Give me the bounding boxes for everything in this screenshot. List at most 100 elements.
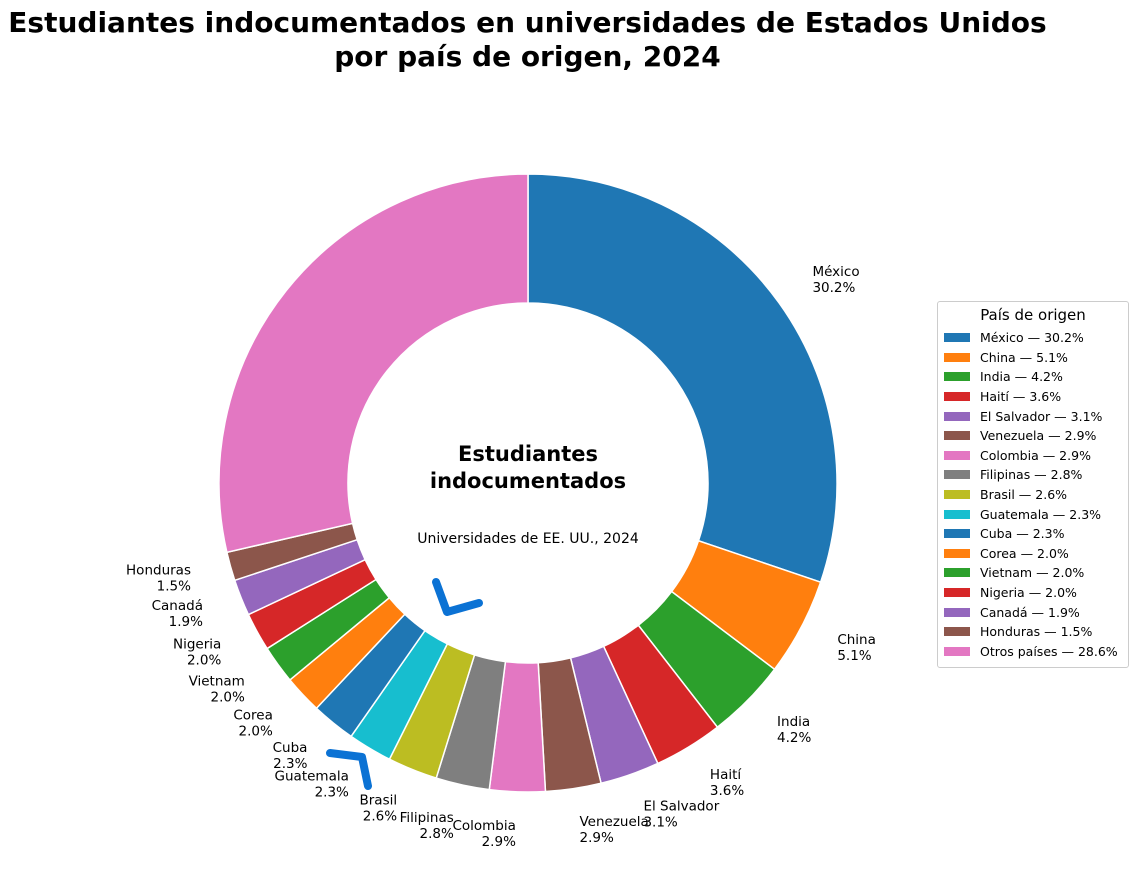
slice-label-el-salvador: El Salvador 3.1% (643, 798, 719, 830)
legend-swatch (944, 627, 970, 637)
legend-entry-honduras: Honduras — 1.5% (938, 622, 1128, 642)
legend-swatch (944, 588, 970, 598)
slice-label-name: México (812, 264, 859, 280)
legend-entries: México — 30.2% China — 5.1% India — 4.2% Ha… (938, 328, 1128, 661)
legend-swatch (944, 548, 970, 558)
legend-label: Canadá — 1.9% (980, 604, 1080, 620)
legend-swatch (944, 450, 970, 460)
legend-label: Nigeria — 2.0% (980, 585, 1077, 601)
slice-label-value: 2.0% (211, 690, 245, 706)
chart-title-line-1: Estudiantes indocumentados en universida… (8, 6, 1047, 39)
legend-label: El Salvador — 3.1% (980, 408, 1103, 424)
slice-label-canada: Canadá 1.9% (152, 598, 204, 630)
slice-label-name: Cuba (273, 740, 308, 756)
slice-label-name: Nigeria (173, 637, 221, 653)
center-title-line-1: Estudiantes (458, 442, 598, 466)
slice-label-name: El Salvador (643, 798, 719, 814)
slice-label-name: Vietnam (189, 674, 245, 690)
slice-label-value: 2.3% (273, 756, 307, 772)
chart-title-line-2: por país de origen, 2024 (334, 40, 721, 73)
legend-label: Honduras — 1.5% (980, 624, 1093, 640)
legend-label: Vietnam — 2.0% (980, 565, 1085, 581)
legend-entry-venezuela: Venezuela — 2.9% (938, 426, 1128, 446)
legend: País de origen México — 30.2% China — 5.1… (937, 301, 1129, 669)
legend-label: Colombia — 2.9% (980, 447, 1091, 463)
legend-label: Venezuela — 2.9% (980, 428, 1097, 444)
center-subtitle: Universidades de EE. UU., 2024 (417, 531, 639, 547)
slice-label-filipinas: Filipinas 2.8% (400, 810, 454, 842)
legend-title: País de origen (980, 306, 1086, 324)
legend-label: Otros países — 28.6% (980, 643, 1118, 659)
slice-label-value: 30.2% (812, 280, 855, 296)
slice-label-name: Honduras (126, 562, 191, 578)
slice-label-value: 2.9% (482, 834, 516, 850)
legend-swatch (944, 646, 970, 656)
slice-label-value: 2.3% (315, 785, 349, 801)
slice-label-value: 3.1% (643, 814, 677, 830)
legend-label: Cuba — 2.3% (980, 526, 1065, 542)
legend-label: Brasil — 2.6% (980, 487, 1068, 503)
slice-label-corea: Corea 2.0% (233, 708, 273, 740)
slice-label-name: Corea (233, 708, 273, 724)
legend-entry-corea: Corea — 2.0% (938, 544, 1128, 564)
slice-label-value: 1.5% (157, 578, 191, 594)
slice-label-name: Haití (710, 767, 742, 783)
slice-label-venezuela: Venezuela 2.9% (579, 814, 648, 846)
slice-label-value: 4.2% (777, 730, 811, 746)
slice-label-colombia: Colombia 2.9% (452, 818, 516, 850)
legend-swatch (944, 529, 970, 539)
slice-label-india: India 4.2% (777, 714, 811, 746)
slice-label-name: Canadá (152, 598, 203, 614)
slice-mexico (527, 173, 838, 584)
slice-label-value: 2.0% (239, 724, 273, 740)
slice-label-name: Guatemala (275, 769, 349, 785)
legend-entry-canada: Canadá — 1.9% (938, 602, 1128, 622)
legend-swatch (944, 431, 970, 441)
slice-label-guatemala: Guatemala 2.3% (275, 769, 350, 801)
legend-entry-china: China — 5.1% (938, 348, 1128, 368)
slice-label-name: Venezuela (579, 814, 648, 830)
slice-label-name: Brasil (359, 793, 397, 809)
legend-entry-vietnam: Vietnam — 2.0% (938, 563, 1128, 583)
donut-slices (218, 173, 838, 793)
legend-label: Guatemala — 2.3% (980, 506, 1102, 522)
legend-entry-el-salvador: El Salvador — 3.1% (938, 406, 1128, 426)
legend-entry-haiti: Haití — 3.6% (938, 387, 1128, 407)
legend-label: México — 30.2% (980, 330, 1084, 346)
legend-swatch (944, 411, 970, 421)
slice-label-name: Filipinas (400, 810, 454, 826)
legend-entry-cuba: Cuba — 2.3% (938, 524, 1128, 544)
chart-title: Estudiantes indocumentados en universida… (0, 6, 1055, 74)
slice-label-honduras: Honduras 1.5% (126, 562, 191, 594)
slice-label-name: Colombia (452, 818, 515, 834)
legend-swatch (944, 372, 970, 382)
legend-entry-colombia: Colombia — 2.9% (938, 446, 1128, 466)
slice-label-value: 2.6% (363, 809, 397, 825)
legend-entry-nigeria: Nigeria — 2.0% (938, 583, 1128, 603)
legend-swatch (944, 333, 970, 343)
slice-label-cuba: Cuba 2.3% (273, 740, 308, 772)
slice-label-nigeria: Nigeria 2.0% (173, 637, 221, 669)
legend-entry-brasil: Brasil — 2.6% (938, 485, 1128, 505)
slice-label-name: China (837, 632, 876, 648)
legend-label: India — 4.2% (980, 369, 1063, 385)
legend-label: Corea — 2.0% (980, 545, 1069, 561)
slice-label-name: India (777, 714, 810, 730)
legend-swatch (944, 490, 970, 500)
slice-label-mexico: México 30.2% (812, 264, 859, 296)
legend-swatch (944, 509, 970, 519)
arrow-annotation-lower (326, 749, 372, 790)
slice-labels: México 30.2% China 5.1% India 4.2% Haití 3.6%El… (126, 264, 876, 850)
slice-label-haiti: Haití 3.6% (710, 767, 744, 799)
slice-otros-paises (218, 173, 529, 554)
legend-swatch (944, 568, 970, 578)
slice-label-value: 2.9% (579, 830, 613, 846)
legend-entry-filipinas: Filipinas — 2.8% (938, 465, 1128, 485)
slice-label-value: 2.0% (187, 653, 221, 669)
legend-entry-otros-paises: Otros países — 28.6% (938, 642, 1128, 662)
legend-entry-india: India — 4.2% (938, 367, 1128, 387)
legend-label: Haití — 3.6% (980, 389, 1062, 405)
legend-swatch (944, 470, 970, 480)
slice-label-vietnam: Vietnam 2.0% (189, 674, 245, 706)
